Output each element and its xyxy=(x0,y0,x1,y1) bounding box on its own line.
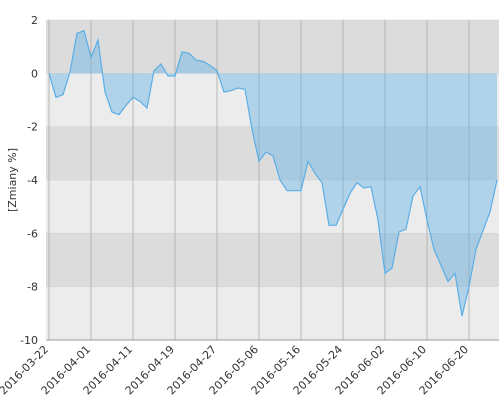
area xyxy=(49,30,497,317)
y-tick-label: -10 xyxy=(20,334,38,347)
line xyxy=(48,29,498,317)
y-tick-label: 0 xyxy=(31,67,38,80)
y-axis-label: [Zmiany %] xyxy=(6,148,19,212)
grid-band xyxy=(46,126,499,180)
grid-band xyxy=(46,233,499,287)
grid-band xyxy=(46,20,499,74)
y-tick-label: -6 xyxy=(27,227,38,240)
grid-band xyxy=(46,73,499,127)
y-tick-label: -2 xyxy=(27,121,38,134)
y-tick-label: 2 xyxy=(31,14,38,27)
grid-band xyxy=(46,180,499,234)
y-tick-label: -4 xyxy=(27,174,38,187)
y-tick-label: -8 xyxy=(27,281,38,294)
grid-band xyxy=(46,286,499,340)
